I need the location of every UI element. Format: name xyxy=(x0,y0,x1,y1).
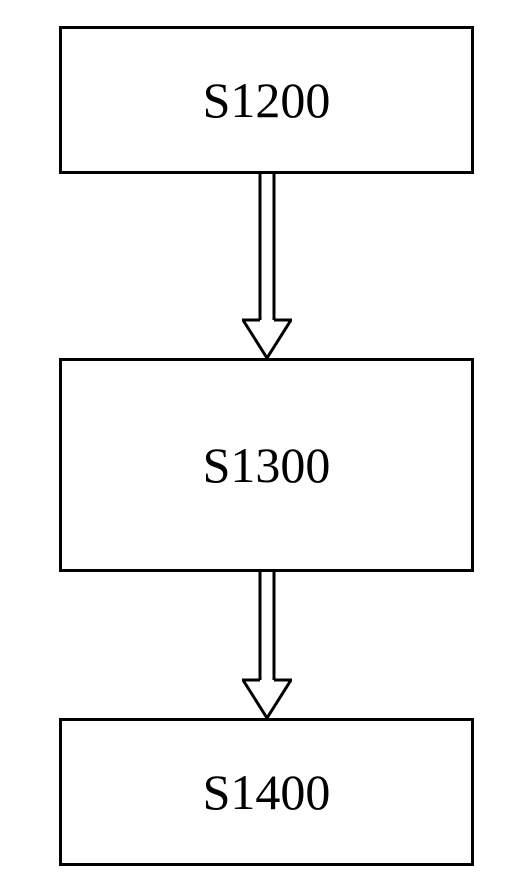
node-label: S1300 xyxy=(203,436,331,494)
flow-node-s1200: S1200 xyxy=(59,26,474,174)
node-label: S1400 xyxy=(203,763,331,821)
arrow-1-to-2 xyxy=(242,174,292,358)
node-label: S1200 xyxy=(203,71,331,129)
arrow-2-to-3 xyxy=(242,572,292,718)
flow-node-s1400: S1400 xyxy=(59,718,474,866)
flowchart-container: S1200 S1300 S1400 xyxy=(0,0,528,896)
flow-node-s1300: S1300 xyxy=(59,358,474,572)
